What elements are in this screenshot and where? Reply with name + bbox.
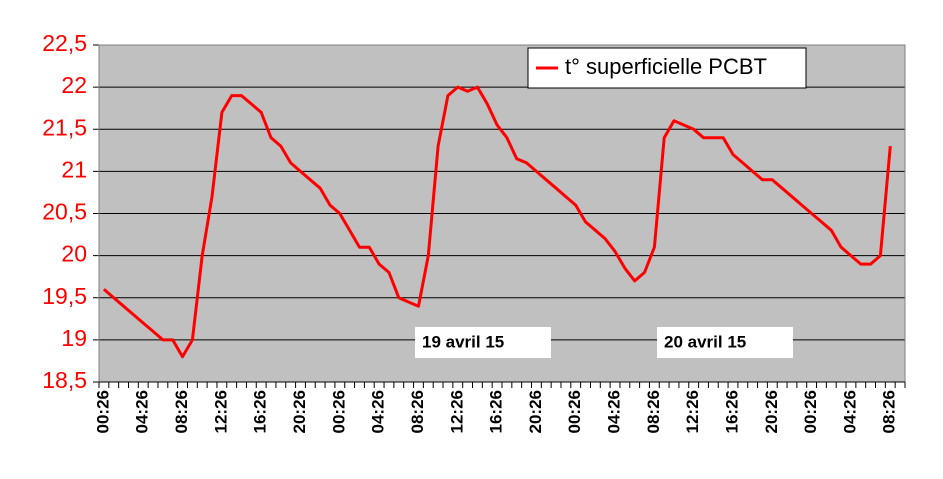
x-tick-label: 20:26	[290, 390, 309, 433]
x-tick-label: 00:26	[329, 390, 348, 433]
x-tick-label: 16:26	[251, 390, 270, 433]
x-tick-label: 08:26	[408, 390, 427, 433]
y-tick-label: 21	[61, 156, 87, 182]
x-tick-label: 04:26	[605, 390, 624, 433]
series-line	[102, 85, 892, 359]
x-tick-label: 00:26	[565, 390, 584, 433]
annotation: 20 avril 15	[664, 332, 746, 351]
y-tick-label: 19	[61, 325, 87, 351]
annotation-box	[415, 327, 551, 358]
x-tick-label: 00:26	[93, 390, 112, 433]
x-tick-label: 12:26	[447, 390, 466, 433]
x-tick-label: 00:26	[801, 390, 820, 433]
annotation: 19 avril 15	[422, 332, 504, 351]
y-tick-label: 21,5	[42, 114, 87, 140]
legend-box	[527, 47, 807, 89]
y-tick-label: 19,5	[42, 283, 87, 309]
x-tick-label: 04:26	[133, 390, 152, 433]
x-tick-label: 12:26	[211, 390, 230, 433]
annotation-box	[657, 327, 793, 358]
x-tick-label: 20:26	[762, 390, 781, 433]
x-tick-label: 16:26	[487, 390, 506, 433]
x-tick-label: 04:26	[369, 390, 388, 433]
x-tick-label: 16:26	[722, 390, 741, 433]
x-tick-label: 20:26	[526, 390, 545, 433]
y-tick-label: 20	[61, 241, 87, 267]
x-tick-label: 04:26	[840, 390, 859, 433]
x-tick-label: 08:26	[880, 390, 899, 433]
y-tick-label: 20,5	[42, 199, 87, 225]
x-tick-label: 08:26	[644, 390, 663, 433]
x-tick-label: 08:26	[172, 390, 191, 433]
legend-label: t° superficielle PCBT	[565, 54, 767, 79]
y-tick-label: 22	[61, 72, 87, 98]
y-tick-label: 22,5	[42, 30, 87, 56]
y-tick-label: 18,5	[42, 367, 87, 393]
x-tick-label: 12:26	[683, 390, 702, 433]
